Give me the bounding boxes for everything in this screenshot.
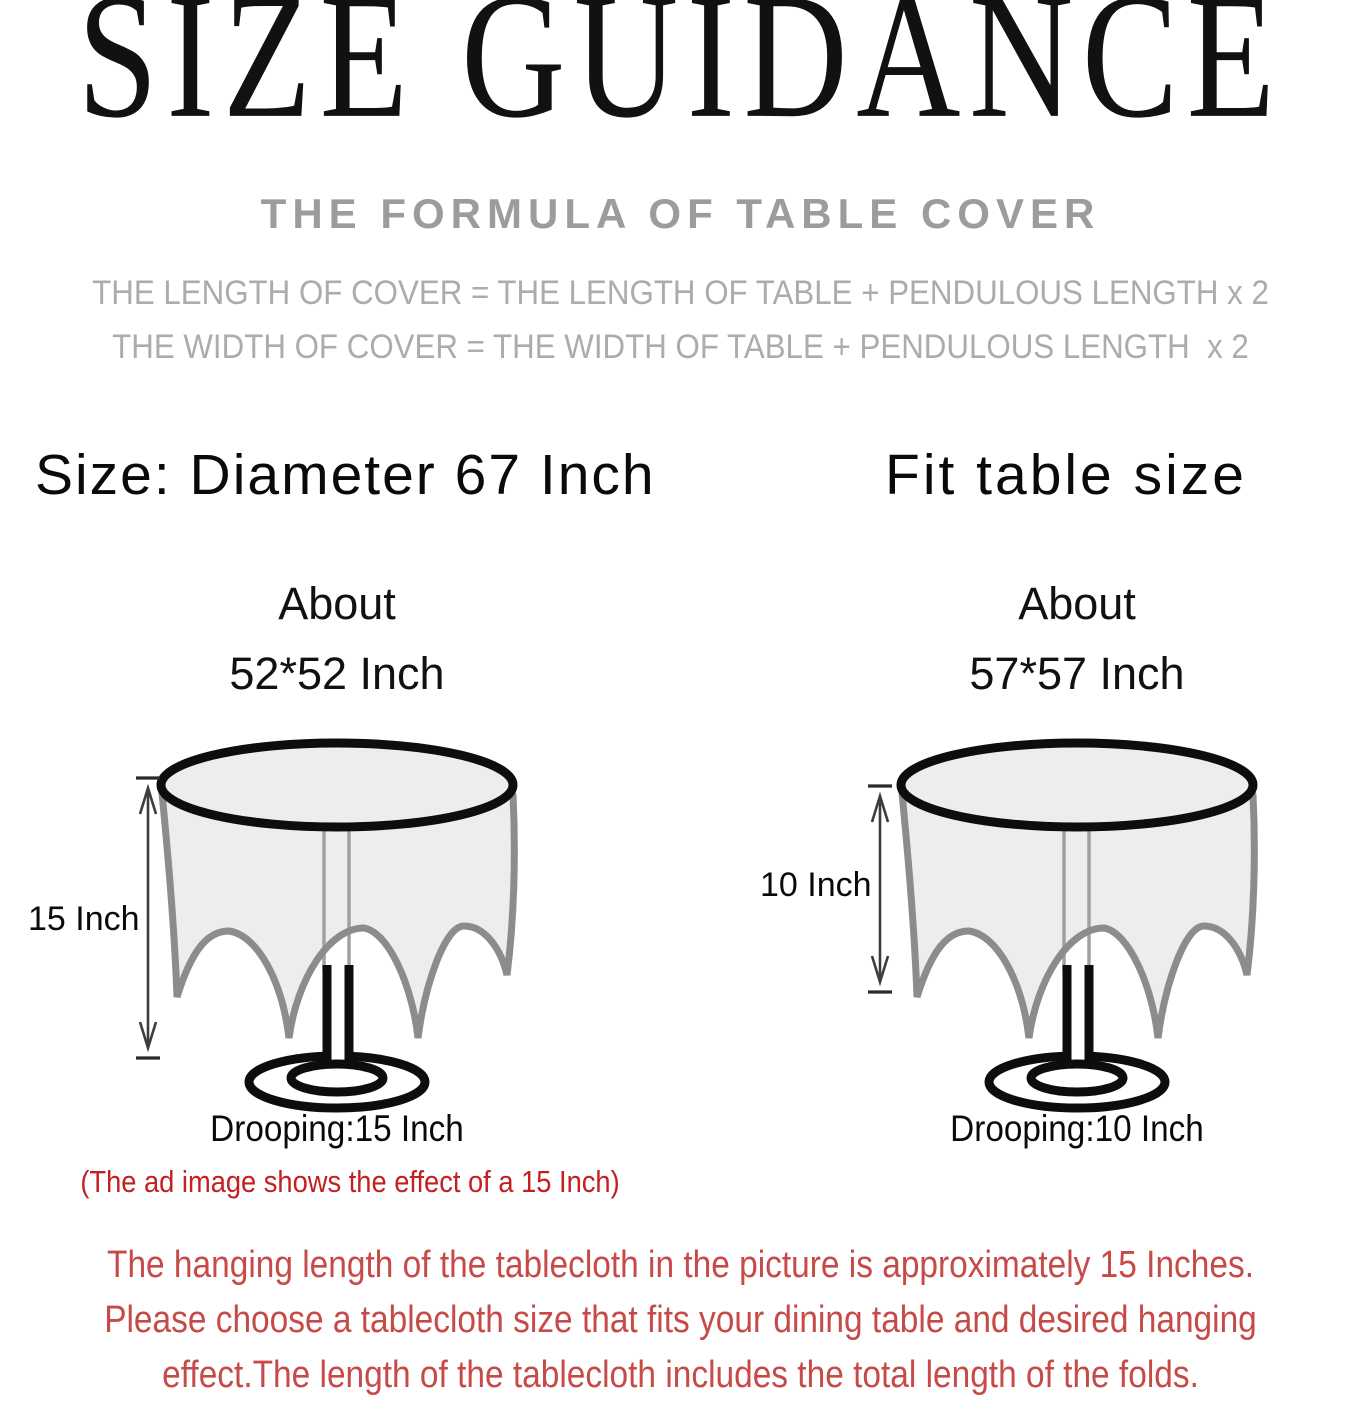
bottom-notice-line: effect.The length of the tablecloth incl… <box>162 1354 1199 1396</box>
about-label-right: About <box>1018 578 1136 629</box>
bottom-notice-line: The hanging length of the tablecloth in … <box>107 1244 1254 1286</box>
drooping-caption-left: Drooping:15 Inch <box>210 1108 464 1149</box>
ad-image-note: (The ad image shows the effect of a 15 I… <box>80 1164 620 1199</box>
drooping-caption-right: Drooping:10 Inch <box>950 1108 1204 1149</box>
bottom-notice-line: Please choose a tablecloth size that fit… <box>104 1299 1257 1341</box>
drop-arrow-left <box>136 776 160 1060</box>
cover-size-value: 52*52 Inch <box>229 648 445 699</box>
formula-heading: THE FORMULA OF TABLE COVER <box>260 190 1101 237</box>
drop-length-label-right: 10 Inch <box>760 866 872 904</box>
diameter-size-header: Size: Diameter 67 Inch <box>35 443 656 507</box>
formula-line-1: THE LENGTH OF COVER = THE LENGTH OF TABL… <box>92 274 1269 312</box>
fit-table-size-header: Fit table size <box>885 443 1247 507</box>
page-title: SIZE GUIDANCE <box>77 0 1284 155</box>
drop-length-label-left: 15 Inch <box>28 900 140 938</box>
bottom-notice: The hanging length of the tablecloth in … <box>0 1238 1361 1403</box>
formula-line-2: THE WIDTH OF COVER = THE WIDTH OF TABLE … <box>112 328 1249 366</box>
about-label-left: About <box>278 578 396 629</box>
table-size-value: 57*57 Inch <box>969 648 1185 699</box>
drop-arrow-right <box>868 784 892 994</box>
